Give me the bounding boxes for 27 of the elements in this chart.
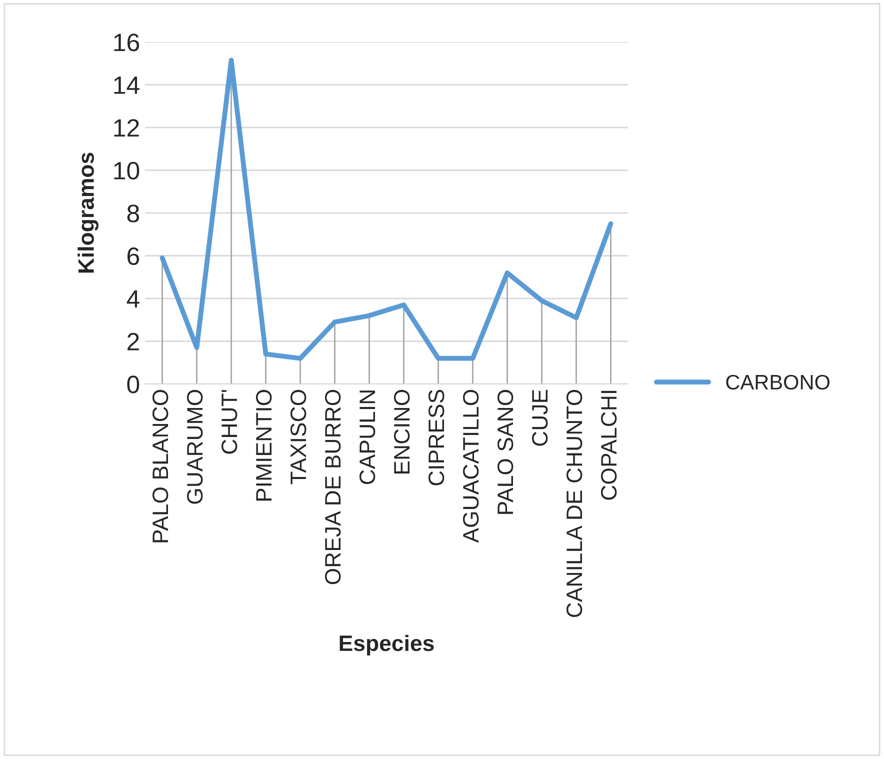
- x-tick-label: OREJA DE BURRO: [324, 390, 341, 584]
- x-tick-label: ENCINO: [394, 390, 410, 474]
- x-tick-label: CAPULIN: [359, 390, 376, 484]
- y-tick-label: 16: [114, 34, 140, 52]
- x-tick-label: GUARUMO: [186, 390, 203, 504]
- x-tick-label: AGUACATILLO: [462, 390, 479, 543]
- y-axis-title: Kilogramos: [78, 152, 98, 273]
- y-tick-label: 14: [114, 76, 140, 94]
- y-tick-label: 0: [127, 376, 140, 394]
- line-series: [160, 58, 614, 361]
- x-tick-label: PALO SANO: [497, 390, 514, 514]
- x-tick-label: PALO BLANCO: [152, 390, 168, 542]
- x-tick-label: CANILLA DE CHUNTO: [566, 390, 582, 618]
- y-tick-label: 6: [128, 247, 140, 266]
- legend-label: CARBONO: [726, 374, 830, 390]
- y-tick-label: 4: [126, 290, 140, 308]
- x-tick-label: PIMIENTIO: [256, 390, 272, 501]
- x-tick-label: TAXISCO: [290, 390, 306, 484]
- x-axis-title: Especies: [340, 634, 434, 656]
- y-tick-label: 12: [114, 119, 139, 137]
- x-tick-label: CHUT': [221, 390, 238, 454]
- x-tick-label: COPALCHI: [600, 390, 617, 500]
- y-tick-label: 2: [127, 332, 139, 350]
- y-tick-label: 8: [127, 204, 140, 222]
- x-tick-label: CUJE: [532, 390, 548, 446]
- x-tick-label: CIPRESS: [428, 390, 444, 486]
- y-tick-label: 10: [114, 162, 140, 180]
